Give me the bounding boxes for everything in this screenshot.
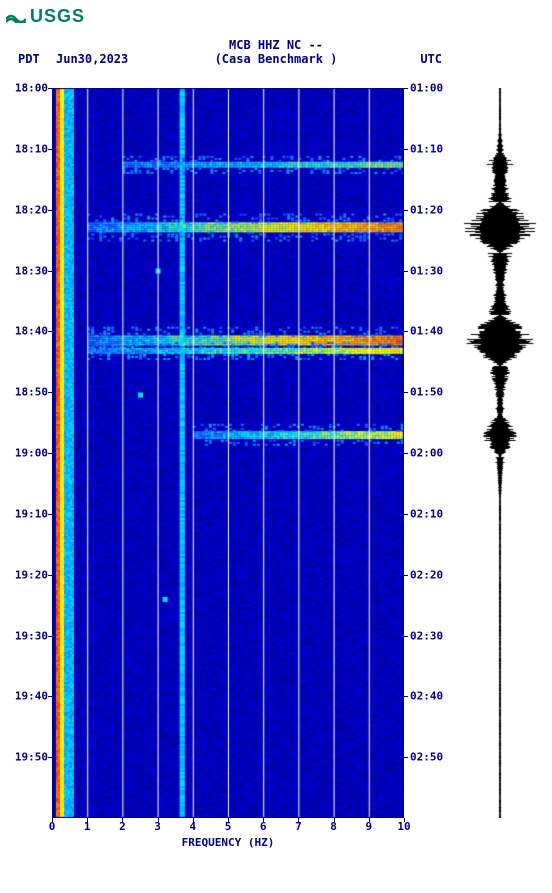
y-right-tick: 01:40 xyxy=(410,325,450,338)
waveform-canvas xyxy=(460,88,540,818)
y-right-tick: 01:50 xyxy=(410,386,450,399)
usgs-logo: USGS xyxy=(6,6,85,27)
y-right-tick: 01:30 xyxy=(410,264,450,277)
y-right-tick: 01:20 xyxy=(410,203,450,216)
y-right-tick: 02:30 xyxy=(410,629,450,642)
y-left-tick: 19:00 xyxy=(8,447,48,460)
waveform-plot xyxy=(460,88,540,818)
y-right-tick: 02:00 xyxy=(410,447,450,460)
station-code: MCB HHZ NC -- xyxy=(0,38,552,52)
y-left-tick: 18:50 xyxy=(8,386,48,399)
y-right-tick: 01:00 xyxy=(410,82,450,95)
x-axis-label: FREQUENCY (HZ) xyxy=(52,836,404,849)
y-left-tick: 18:00 xyxy=(8,82,48,95)
y-left-tick: 18:20 xyxy=(8,203,48,216)
y-axis-left: 18:0018:1018:2018:3018:4018:5019:0019:10… xyxy=(8,88,48,818)
y-axis-right: 01:0001:1001:2001:3001:4001:5002:0002:10… xyxy=(410,88,450,818)
usgs-wave-icon xyxy=(6,11,26,23)
usgs-logo-text: USGS xyxy=(30,6,85,27)
y-right-tick: 01:10 xyxy=(410,142,450,155)
y-left-tick: 18:30 xyxy=(8,264,48,277)
y-left-tick: 19:20 xyxy=(8,568,48,581)
y-left-tick: 18:40 xyxy=(8,325,48,338)
y-left-tick: 19:10 xyxy=(8,507,48,520)
y-left-tick: 18:10 xyxy=(8,142,48,155)
y-left-tick: 19:50 xyxy=(8,751,48,764)
y-right-tick: 02:50 xyxy=(410,751,450,764)
spectrogram-plot xyxy=(52,88,404,818)
y-right-tick: 02:10 xyxy=(410,507,450,520)
tz-right-label: UTC xyxy=(420,52,442,66)
station-name: (Casa Benchmark ) xyxy=(0,52,552,66)
y-right-tick: 02:40 xyxy=(410,690,450,703)
y-right-tick: 02:20 xyxy=(410,568,450,581)
y-left-tick: 19:40 xyxy=(8,690,48,703)
y-left-tick: 19:30 xyxy=(8,629,48,642)
spectrogram-canvas xyxy=(52,88,404,818)
